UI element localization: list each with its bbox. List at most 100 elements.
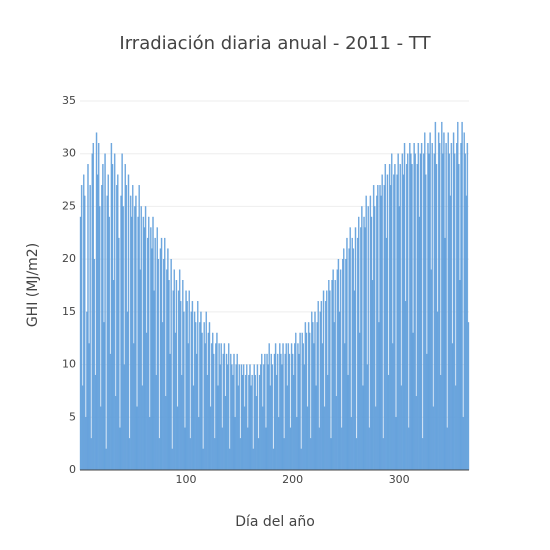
bar — [425, 174, 427, 471]
bar — [329, 290, 331, 471]
bar — [291, 353, 294, 471]
bar — [435, 164, 438, 471]
bar — [135, 195, 137, 471]
bar — [460, 143, 462, 471]
bar — [382, 438, 384, 471]
bar — [351, 237, 353, 471]
y-axis-label: GHI (MJ/m2) — [25, 243, 41, 327]
bar — [94, 374, 97, 471]
bar — [248, 374, 250, 471]
bar — [196, 353, 198, 471]
bar — [257, 438, 260, 471]
bar — [436, 311, 439, 471]
bar — [444, 237, 446, 471]
bar — [208, 322, 211, 471]
bar — [251, 374, 253, 471]
bar — [428, 153, 430, 471]
bar — [407, 153, 409, 471]
x-tick-label: 200 — [282, 473, 303, 486]
bar — [466, 143, 469, 471]
bar — [189, 438, 191, 471]
bar — [143, 227, 146, 471]
bar — [92, 143, 95, 471]
bar — [192, 385, 195, 471]
y-tick-label: 5 — [69, 410, 76, 423]
bar — [171, 448, 173, 471]
bar — [194, 322, 197, 471]
bar — [207, 332, 210, 471]
bar — [231, 364, 233, 471]
bar — [270, 353, 272, 471]
bar — [132, 185, 134, 471]
bar — [193, 311, 196, 471]
bar — [414, 153, 416, 471]
bar — [415, 396, 417, 471]
bar — [265, 427, 267, 471]
bar — [279, 343, 281, 471]
bar — [124, 164, 126, 471]
bar — [81, 385, 84, 471]
bar — [391, 153, 393, 471]
bar — [369, 195, 372, 471]
bar — [126, 311, 129, 471]
bar — [301, 332, 303, 471]
bar — [220, 343, 222, 471]
bar — [289, 427, 292, 471]
bar — [245, 374, 247, 471]
bar — [451, 343, 454, 471]
bar — [340, 427, 343, 471]
bar — [402, 174, 405, 471]
bar — [342, 258, 344, 471]
bar — [204, 343, 206, 471]
bar — [465, 195, 468, 471]
bar — [388, 164, 391, 471]
bar — [274, 343, 277, 471]
bar — [331, 280, 333, 471]
bar — [375, 406, 377, 471]
bar — [336, 269, 339, 471]
bar — [398, 206, 400, 471]
bar — [254, 374, 256, 471]
bar — [437, 132, 440, 471]
bar — [134, 206, 136, 471]
bar — [263, 364, 265, 471]
bar — [271, 364, 274, 471]
bar — [290, 343, 293, 471]
bar — [316, 322, 318, 471]
bar — [141, 385, 144, 471]
bar — [295, 332, 297, 471]
bar — [185, 290, 187, 471]
bar — [320, 301, 323, 471]
bar — [149, 417, 151, 471]
bar — [363, 216, 365, 471]
bar — [350, 417, 352, 471]
bar — [153, 290, 155, 471]
bar — [313, 343, 315, 471]
bar — [174, 332, 177, 471]
bar — [284, 353, 286, 471]
bar — [397, 153, 399, 471]
bar — [430, 269, 432, 471]
bar — [302, 343, 304, 471]
bar — [173, 269, 176, 471]
bar — [410, 153, 412, 471]
bar — [170, 258, 172, 471]
bar — [339, 269, 342, 471]
bar — [151, 248, 153, 471]
bar — [97, 143, 100, 471]
bar — [418, 216, 421, 471]
bar — [305, 332, 308, 471]
bar — [205, 311, 207, 471]
bar — [400, 385, 403, 471]
bar — [281, 364, 283, 471]
bar — [462, 417, 464, 471]
bar — [144, 206, 147, 471]
bar — [326, 290, 328, 471]
bar — [408, 427, 410, 471]
bar — [155, 374, 157, 471]
bar — [385, 237, 388, 471]
bar — [448, 153, 450, 471]
bar — [420, 143, 423, 471]
bar — [234, 417, 236, 471]
